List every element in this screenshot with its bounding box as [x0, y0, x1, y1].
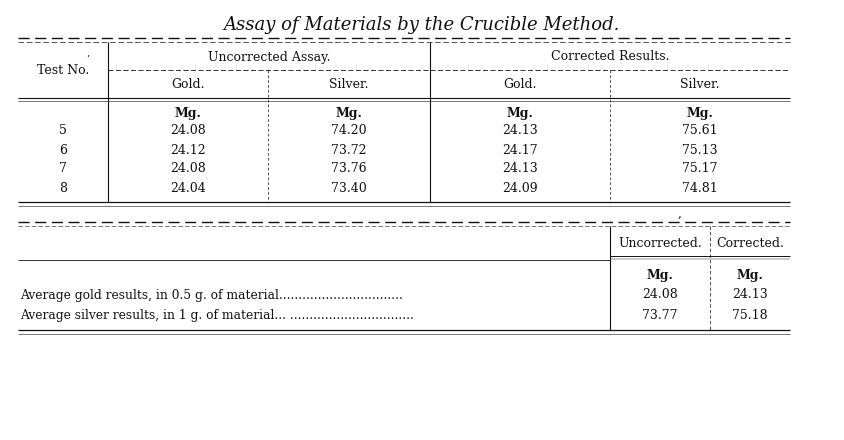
Text: 24.09: 24.09	[501, 181, 537, 194]
Text: 75.18: 75.18	[731, 308, 767, 322]
Text: 73.76: 73.76	[331, 162, 366, 176]
Text: 24.12: 24.12	[170, 143, 206, 157]
Text: 75.13: 75.13	[681, 143, 717, 157]
Text: Mg.: Mg.	[685, 106, 712, 120]
Text: 5: 5	[59, 124, 67, 136]
Text: Average gold results, in 0.5 g. of material................................: Average gold results, in 0.5 g. of mater…	[20, 289, 403, 301]
Text: 73.77: 73.77	[641, 308, 677, 322]
Text: 8: 8	[59, 181, 67, 194]
Text: 74.20: 74.20	[331, 124, 366, 136]
Text: Silver.: Silver.	[679, 78, 719, 92]
Text: 75.17: 75.17	[681, 162, 717, 176]
Text: Uncorrected.: Uncorrected.	[618, 237, 701, 249]
Text: 75.61: 75.61	[681, 124, 717, 136]
Text: 24.04: 24.04	[170, 181, 206, 194]
Text: Corrected Results.: Corrected Results.	[550, 51, 668, 63]
Text: 6: 6	[59, 143, 67, 157]
Text: Gold.: Gold.	[503, 78, 536, 92]
Text: 24.08: 24.08	[170, 124, 206, 136]
Text: 7: 7	[59, 162, 67, 176]
Text: ’: ’	[86, 55, 89, 63]
Text: 24.13: 24.13	[501, 124, 538, 136]
Text: Mg.: Mg.	[506, 106, 533, 120]
Text: Test No.: Test No.	[37, 63, 89, 77]
Text: Gold.: Gold.	[171, 78, 204, 92]
Text: Corrected.: Corrected.	[715, 237, 783, 249]
Text: 24.13: 24.13	[731, 289, 767, 301]
Text: 24.17: 24.17	[501, 143, 537, 157]
Text: 73.72: 73.72	[331, 143, 366, 157]
Text: Average silver results, in 1 g. of material... ................................: Average silver results, in 1 g. of mater…	[20, 308, 414, 322]
Text: Assay of Materials by the Crucible Method.: Assay of Materials by the Crucible Metho…	[224, 16, 619, 34]
Text: 24.13: 24.13	[501, 162, 538, 176]
Text: Uncorrected Assay.: Uncorrected Assay.	[208, 51, 330, 63]
Text: 24.08: 24.08	[641, 289, 677, 301]
Text: Mg.: Mg.	[175, 106, 201, 120]
Text: 73.40: 73.40	[331, 181, 366, 194]
Text: Silver.: Silver.	[329, 78, 368, 92]
Text: 74.81: 74.81	[681, 181, 717, 194]
Text: 24.08: 24.08	[170, 162, 206, 176]
Text: Mg.: Mg.	[646, 268, 673, 282]
Text: Mg.: Mg.	[335, 106, 362, 120]
Text: ,: ,	[677, 207, 681, 220]
Text: Mg.: Mg.	[736, 268, 762, 282]
